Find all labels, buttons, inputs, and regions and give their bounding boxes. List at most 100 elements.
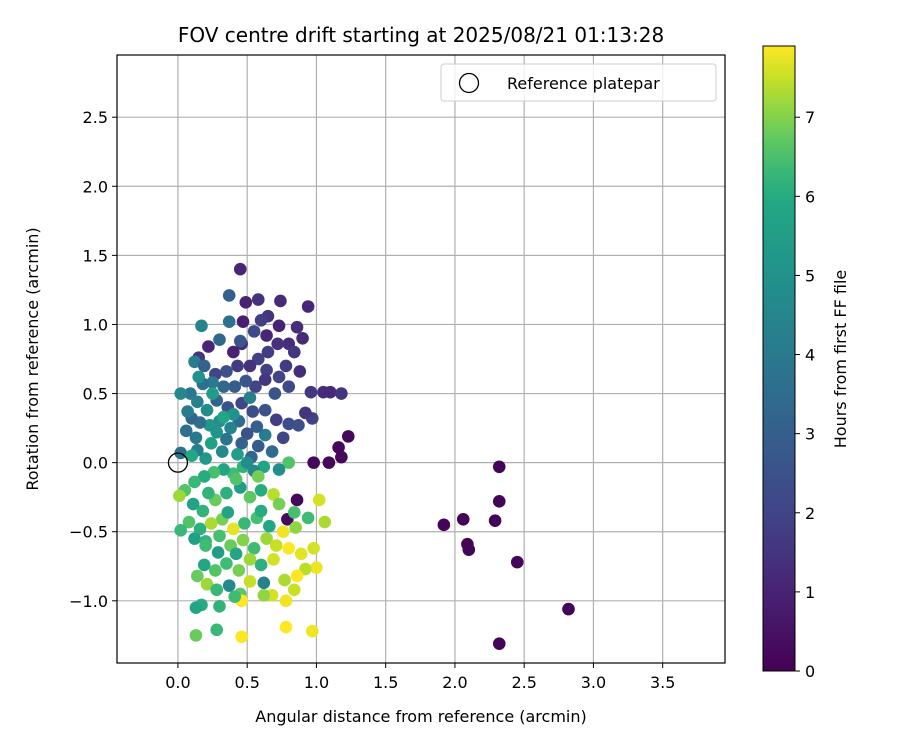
scatter-point	[243, 391, 257, 404]
colorbar-tick-label: 2	[805, 504, 815, 523]
scatter-point	[257, 460, 271, 474]
x-tick-label: 2.5	[511, 673, 536, 692]
scatter-point	[269, 413, 283, 427]
scatter-point	[233, 262, 247, 276]
x-tick-label: 0.5	[234, 673, 259, 692]
scatter-point	[279, 620, 293, 634]
scatter-point	[228, 590, 242, 603]
scatter-point	[257, 588, 271, 602]
scatter-point	[272, 497, 286, 511]
scatter-point	[258, 428, 272, 442]
scatter-point	[323, 385, 337, 399]
scatter-point	[462, 543, 476, 556]
scatter-point	[188, 475, 201, 489]
scatter-point	[210, 623, 224, 637]
scatter-point	[220, 432, 233, 446]
scatter-point	[251, 293, 265, 306]
reference-marker-layer	[167, 452, 189, 473]
scatter-point	[492, 637, 506, 650]
scatter-point	[261, 345, 275, 359]
x-tick-label: 0.0	[165, 673, 190, 692]
scatter-point	[341, 430, 355, 443]
scatter-point	[211, 546, 225, 559]
scatter-point	[191, 395, 204, 409]
scatter-point	[210, 583, 224, 597]
scatter-point	[305, 624, 319, 638]
scatter-point	[182, 515, 196, 529]
scatter-point	[246, 405, 260, 418]
colorbar-tick-label: 6	[805, 187, 815, 206]
scatter-point	[197, 470, 211, 483]
scatter-point	[488, 514, 502, 527]
scatter-point	[240, 427, 254, 440]
scatter-point	[189, 629, 203, 642]
scatter-point	[217, 380, 230, 393]
scatter-point	[299, 406, 312, 420]
x-axis-label: Angular distance from reference (arcmin)	[255, 707, 586, 726]
chart-title: FOV centre drift starting at 2025/08/21 …	[178, 23, 664, 47]
scatter-point	[224, 421, 237, 435]
scatter-point	[199, 452, 212, 465]
colorbar	[762, 45, 796, 672]
scatter-point	[272, 370, 286, 384]
scatter-point	[312, 493, 326, 507]
scatter-point	[287, 583, 301, 597]
scatter-point	[274, 294, 287, 308]
scatter-point	[269, 539, 283, 552]
scatter-point	[492, 460, 506, 474]
scatter-point	[254, 504, 268, 518]
scatter-point	[318, 515, 332, 529]
scatter-point	[239, 374, 253, 388]
scatter-point	[239, 296, 253, 309]
scatter-point	[310, 561, 323, 574]
scatter-point	[290, 320, 304, 334]
scatter-point	[307, 456, 320, 469]
scatter-point	[322, 456, 336, 469]
scatter-point	[185, 449, 199, 463]
scatter-point	[188, 355, 201, 369]
scatter-point	[229, 547, 243, 561]
scatter-point	[251, 470, 265, 483]
scatter-point	[289, 521, 302, 534]
scatter-point	[231, 448, 244, 461]
scatter-point	[202, 340, 215, 353]
scatter-point	[492, 495, 506, 508]
scatter-point	[220, 557, 233, 570]
scatter-point	[260, 329, 273, 342]
scatter-point	[222, 579, 236, 592]
scatter-point	[296, 331, 309, 345]
scatter-point	[299, 562, 312, 576]
scatter-point	[335, 450, 348, 464]
scatter-point	[202, 486, 215, 500]
scatter-point	[200, 577, 214, 591]
scatter-point	[510, 555, 524, 569]
colorbar-tick-label: 4	[805, 346, 815, 365]
scatter-point	[301, 300, 315, 313]
x-tick-label: 3.5	[650, 673, 675, 692]
scatter-point	[267, 488, 280, 501]
scatter-point	[254, 314, 268, 327]
scatter-point	[437, 518, 451, 532]
y-tick-label: 2.5	[83, 108, 108, 127]
scatter-point	[282, 417, 296, 431]
y-tick-label: 0.0	[83, 454, 108, 473]
colorbar-label: Hours from first FF file	[831, 270, 850, 449]
scatter-point	[240, 456, 254, 469]
scatter-point	[254, 483, 268, 497]
scatter-point	[290, 569, 304, 583]
scatter-point	[279, 594, 293, 608]
colorbar-tick-label: 1	[805, 583, 815, 602]
scatter-point	[229, 472, 243, 486]
y-axis-ticks: −1.0 −0.5 0.0 0.5 1.0 1.5 2.0 2.5	[69, 108, 117, 611]
scatter-point	[206, 387, 219, 400]
scatter-point	[268, 387, 282, 400]
scatter-point	[251, 439, 265, 453]
scatter-point	[174, 524, 188, 537]
scatter-point	[279, 359, 293, 373]
scatter-point	[221, 506, 235, 519]
scatter-point	[307, 542, 320, 555]
scatter-point	[335, 387, 348, 400]
scatter-point	[294, 547, 308, 561]
scatter-point	[173, 489, 186, 503]
